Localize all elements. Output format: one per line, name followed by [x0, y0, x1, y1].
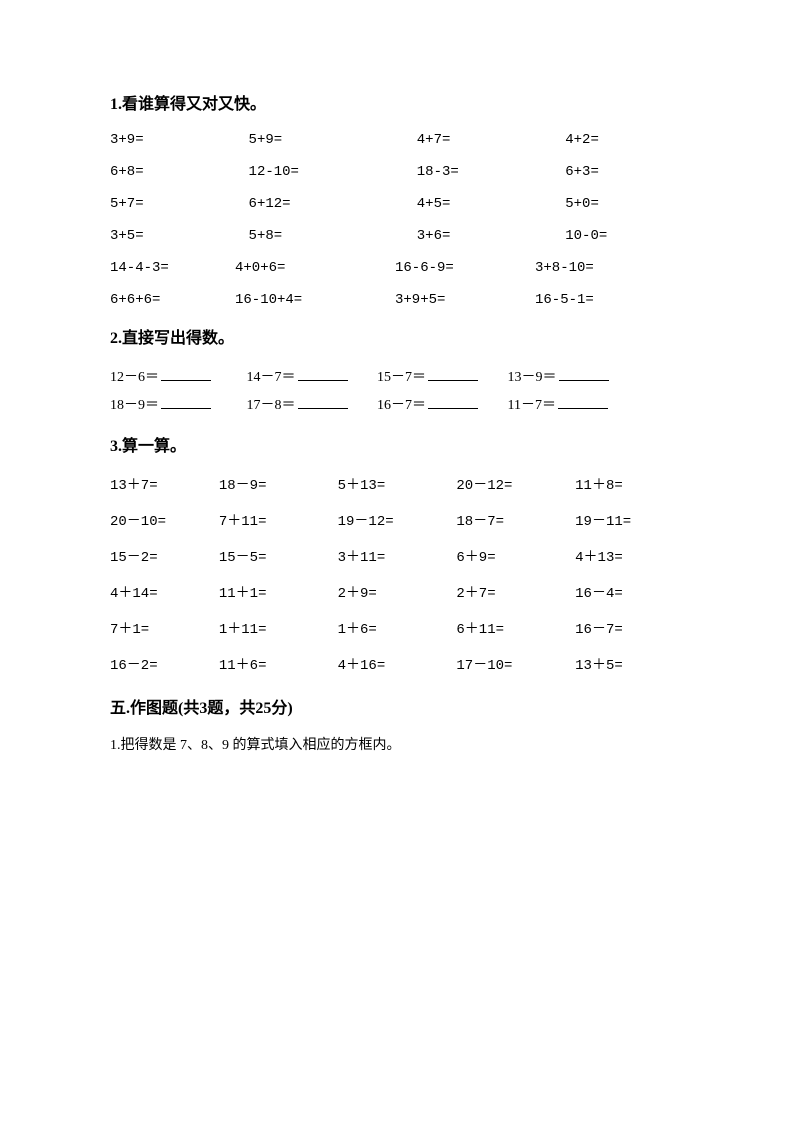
q2-expr: 13－9＝ [508, 370, 557, 385]
q3-row: 20－10= 7＋11= 19－12= 18－7= 19－11= [110, 510, 684, 530]
q2-expr: 14－7＝ [247, 370, 296, 385]
q2-expr: 11－7＝ [508, 398, 556, 413]
q3-cell: 7＋1= [110, 618, 219, 638]
answer-blank[interactable] [428, 366, 478, 381]
answer-blank[interactable] [161, 394, 211, 409]
q1-cell: 5+9= [249, 132, 417, 148]
q3-cell: 15－5= [219, 546, 338, 566]
q3-cell: 19－11= [575, 510, 684, 530]
q3-cell: 7＋11= [219, 510, 338, 530]
answer-blank[interactable] [558, 394, 608, 409]
q3-cell: 18－7= [456, 510, 575, 530]
q3-cell: 17－10= [456, 654, 575, 674]
q3-cell: 20－10= [110, 510, 219, 530]
q1-cell: 6+3= [565, 164, 684, 180]
q3-cell: 16－2= [110, 654, 219, 674]
q1-cell: 10-0= [565, 228, 684, 244]
q1-cell: 4+0+6= [235, 260, 395, 276]
q1-cell: 3+6= [417, 228, 565, 244]
q1-cell: 3+5= [110, 228, 249, 244]
q1-row: 3+9= 5+9= 4+7= 4+2= [110, 132, 684, 148]
q1-cell: 16-5-1= [535, 292, 655, 308]
q1-cell: 5+7= [110, 196, 249, 212]
q2-expr: 15－7＝ [377, 370, 426, 385]
q1-cell: 18-3= [417, 164, 565, 180]
q3-cell: 11＋1= [219, 582, 338, 602]
section5-title: 五.作图题(共3题，共25分) [110, 694, 684, 718]
q3-cell: 16－7= [575, 618, 684, 638]
q2-title: 2.直接写出得数。 [110, 324, 684, 348]
q1-row: 3+5= 5+8= 3+6= 10-0= [110, 228, 684, 244]
q3-cell: 1＋11= [219, 618, 338, 638]
q1-cell: 6+8= [110, 164, 249, 180]
q1-cell: 14-4-3= [110, 260, 235, 276]
q3-cell: 3＋11= [338, 546, 457, 566]
q3-cell: 4＋14= [110, 582, 219, 602]
answer-blank[interactable] [298, 394, 348, 409]
q3-cell: 5＋13= [338, 474, 457, 494]
q3-cell: 16－4= [575, 582, 684, 602]
q1-cell: 4+5= [417, 196, 565, 212]
q1-cell: 5+0= [565, 196, 684, 212]
section5-q1: 1.把得数是 7、8、9 的算式填入相应的方框内。 [110, 734, 684, 754]
q3-cell: 11＋8= [575, 474, 684, 494]
q2-expr: 18－9＝ [110, 398, 159, 413]
q3-cell: 1＋6= [338, 618, 457, 638]
q3-row: 7＋1= 1＋11= 1＋6= 6＋11= 16－7= [110, 618, 684, 638]
q3-title: 3.算一算。 [110, 432, 684, 456]
q3-cell: 13＋5= [575, 654, 684, 674]
q1-cell: 3+9= [110, 132, 249, 148]
q2-expr: 12－6＝ [110, 370, 159, 385]
q3-cell: 13＋7= [110, 474, 219, 494]
q1-row: 5+7= 6+12= 4+5= 5+0= [110, 196, 684, 212]
q3-row: 16－2= 11＋6= 4＋16= 17－10= 13＋5= [110, 654, 684, 674]
q3-cell: 18－9= [219, 474, 338, 494]
q3-cell: 15－2= [110, 546, 219, 566]
answer-blank[interactable] [428, 394, 478, 409]
q1-cell: 6+6+6= [110, 292, 235, 308]
q3-cell: 11＋6= [219, 654, 338, 674]
q1-row: 6+6+6= 16-10+4= 3+9+5= 16-5-1= [110, 292, 684, 308]
q3-row: 4＋14= 11＋1= 2＋9= 2＋7= 16－4= [110, 582, 684, 602]
answer-blank[interactable] [559, 366, 609, 381]
q3-cell: 6＋9= [456, 546, 575, 566]
q2-expr: 16－7＝ [377, 398, 426, 413]
q3-row: 13＋7= 18－9= 5＋13= 20－12= 11＋8= [110, 474, 684, 494]
q1-cell: 3+9+5= [395, 292, 535, 308]
q3-cell: 6＋11= [456, 618, 575, 638]
q2-line2: 18－9＝ 17－8＝ 16－7＝ 11－7＝ [110, 394, 684, 414]
answer-blank[interactable] [161, 366, 211, 381]
q2-line1: 12－6＝ 14－7＝ 15－7＝ 13－9＝ [110, 366, 684, 386]
q1-cell: 16-10+4= [235, 292, 395, 308]
q1-row: 6+8= 12-10= 18-3= 6+3= [110, 164, 684, 180]
q1-cell: 6+12= [249, 196, 417, 212]
q3-cell: 4＋13= [575, 546, 684, 566]
q1-row: 14-4-3= 4+0+6= 16-6-9= 3+8-10= [110, 260, 684, 276]
q2-expr: 17－8＝ [247, 398, 296, 413]
q3-cell: 2＋9= [338, 582, 457, 602]
q1-cell: 3+8-10= [535, 260, 655, 276]
q3-cell: 2＋7= [456, 582, 575, 602]
q3-cell: 20－12= [456, 474, 575, 494]
q1-title: 1.看谁算得又对又快。 [110, 90, 684, 114]
q1-cell: 5+8= [249, 228, 417, 244]
q1-cell: 4+2= [565, 132, 684, 148]
q1-cell: 16-6-9= [395, 260, 535, 276]
q1-cell: 4+7= [417, 132, 565, 148]
q3-row: 15－2= 15－5= 3＋11= 6＋9= 4＋13= [110, 546, 684, 566]
q1-cell: 12-10= [249, 164, 417, 180]
answer-blank[interactable] [298, 366, 348, 381]
q3-cell: 19－12= [338, 510, 457, 530]
q3-cell: 4＋16= [338, 654, 457, 674]
